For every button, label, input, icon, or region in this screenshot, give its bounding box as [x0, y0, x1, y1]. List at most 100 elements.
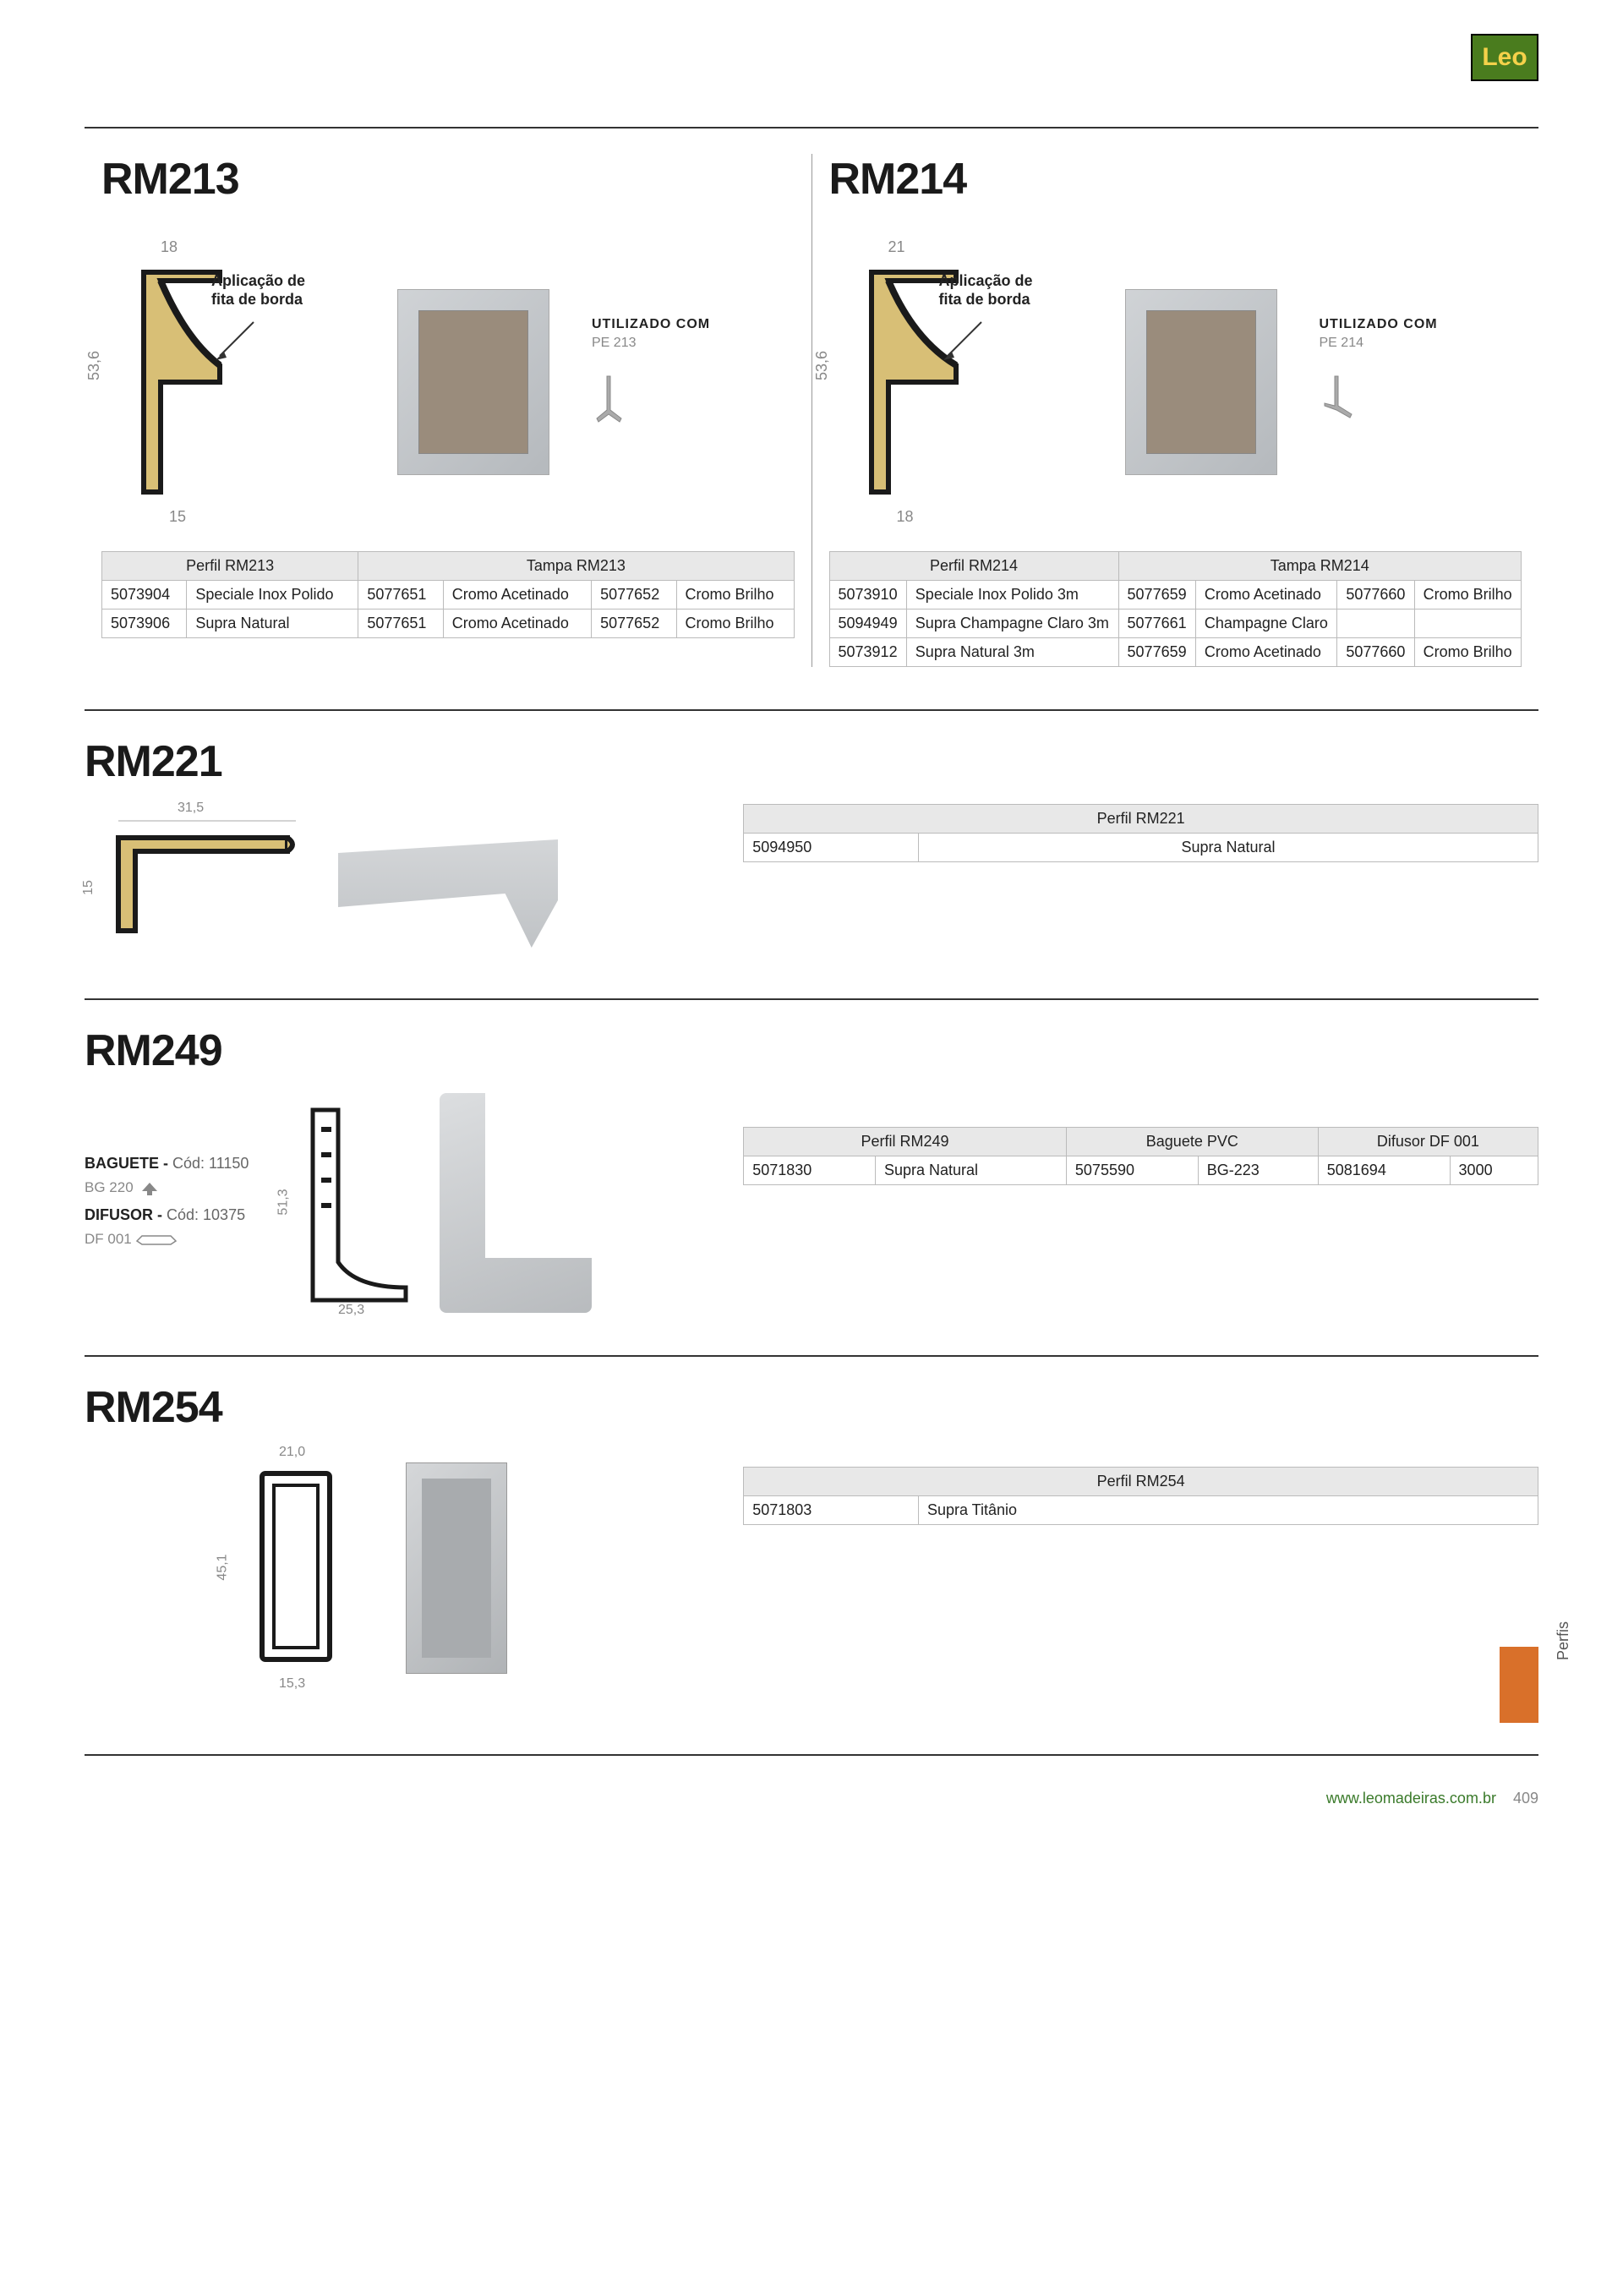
rm249-render	[440, 1093, 592, 1313]
rm213-utilizado: UTILIZADO COM PE 213	[592, 317, 710, 448]
divider	[85, 709, 1538, 711]
rm249-difusor-label: DIFUSOR -	[85, 1206, 162, 1223]
rm213-th-perfil: Perfil RM213	[102, 552, 358, 581]
cell: Supra Natural 3m	[906, 638, 1118, 667]
bottom-rule	[85, 1754, 1538, 1756]
arrow-up-icon	[137, 1181, 162, 1196]
cell: 5073912	[829, 638, 906, 667]
rm249-tech-drawing: 51,3 25,3	[296, 1093, 423, 1313]
cell: 5071830	[744, 1156, 876, 1185]
rm213-ut-title: UTILIZADO COM	[592, 317, 710, 332]
rm249-difusor-sub: DF 001	[85, 1231, 270, 1248]
table-row: 5071803 Supra Titânio	[744, 1496, 1538, 1525]
brand-logo: Leo	[1471, 34, 1538, 81]
cell: 5077652	[592, 581, 676, 610]
cell: Supra Champagne Claro 3m	[906, 610, 1118, 638]
rm213-tech-drawing: 18 53,6 15 Aplicação de fita de borda	[101, 238, 287, 526]
cell: 5077651	[358, 581, 443, 610]
rm254-right: Perfil RM254 5071803 Supra Titânio	[743, 1382, 1538, 1686]
cell: 5077651	[358, 610, 443, 638]
rm249-svg	[296, 1093, 423, 1313]
rm214-utilizado: UTILIZADO COM PE 214	[1320, 317, 1438, 448]
rm213-table: Perfil RM213 Tampa RM213 5073904 Special…	[101, 551, 795, 638]
rm221-dim-top: 31,5	[178, 801, 204, 816]
section-rm254: RM254 21,0 45,1 15,3 Perfil RM254 507180…	[85, 1382, 1538, 1686]
cell: Supra Natural	[876, 1156, 1067, 1185]
cell: 5077652	[592, 610, 676, 638]
rm214-dim-bottom: 18	[897, 508, 914, 526]
cell: Cromo Acetinado	[1195, 581, 1337, 610]
cell: Cromo Acetinado	[443, 581, 591, 610]
table-row: 5071830 Supra Natural 5075590 BG-223 508…	[744, 1156, 1538, 1185]
rm221-left: RM221 31,5 15	[85, 736, 709, 956]
cell: Speciale Inox Polido	[187, 581, 358, 610]
cell: 5073904	[102, 581, 187, 610]
arrow-icon	[939, 314, 990, 364]
cell: Cromo Brilho	[1414, 638, 1521, 667]
rm214-diagram: 21 53,6 18 Aplicação de fita de borda	[829, 221, 1522, 543]
rm249-accessories: BAGUETE - Cód: 11150 BG 220 DIFUSOR - Có…	[85, 1148, 270, 1258]
rm213-th-tampa: Tampa RM213	[358, 552, 794, 581]
rm213-dim-bottom: 15	[169, 508, 186, 526]
top-rule	[85, 127, 1538, 128]
cell: 5073906	[102, 610, 187, 638]
rm254-dim-bottom: 15,3	[279, 1676, 305, 1692]
cell: 5077659	[1118, 581, 1195, 610]
rm213-render	[397, 289, 549, 475]
cell: Speciale Inox Polido 3m	[906, 581, 1118, 610]
difusor-shape-icon	[135, 1234, 178, 1246]
col-rm213: RM213 18 53,6 15 Aplicação de fita de bo…	[85, 154, 812, 667]
table-row: 5073904 Speciale Inox Polido 5077651 Cro…	[102, 581, 795, 610]
cell: 5081694	[1318, 1156, 1450, 1185]
rm249-drawings: 51,3 25,3	[296, 1093, 592, 1313]
rm213-diagram: 18 53,6 15 Aplicação de fita de borda	[101, 221, 795, 543]
rm249-th-difusor: Difusor DF 001	[1318, 1128, 1538, 1156]
table-row: 5073910 Speciale Inox Polido 3m 5077659 …	[829, 581, 1522, 610]
rm249-title: RM249	[85, 1025, 709, 1076]
cell: Cromo Brilho	[676, 581, 794, 610]
rm249-dim-bottom: 25,3	[338, 1303, 364, 1318]
cell: 5094950	[744, 834, 919, 862]
rm221-title: RM221	[85, 736, 709, 787]
cell: 5073910	[829, 581, 906, 610]
cell: 5075590	[1066, 1156, 1198, 1185]
rm214-tech-drawing: 21 53,6 18 Aplicação de fita de borda	[829, 238, 1015, 526]
table-row: 5073906 Supra Natural 5077651 Cromo Acet…	[102, 610, 795, 638]
arrow-icon	[211, 314, 262, 364]
rm254-render	[406, 1462, 507, 1674]
cell: 5077661	[1118, 610, 1195, 638]
side-tab	[1500, 1647, 1538, 1723]
rm214-th-perfil: Perfil RM214	[829, 552, 1118, 581]
rm254-tech-drawing: 21,0 45,1 15,3	[237, 1450, 363, 1686]
cell: Supra Natural	[918, 834, 1538, 862]
rm249-baguete-label: BAGUETE -	[85, 1155, 168, 1172]
cell: Cromo Brilho	[1414, 581, 1521, 610]
cell: 5071803	[744, 1496, 919, 1525]
rm213-note-text: Aplicação de fita de borda	[211, 272, 330, 309]
rm249-th-baguete: Baguete PVC	[1066, 1128, 1318, 1156]
rm254-dim-left: 45,1	[216, 1554, 231, 1580]
rm249-right: Perfil RM249 Baguete PVC Difusor DF 001 …	[743, 1025, 1538, 1313]
rm249-table: Perfil RM249 Baguete PVC Difusor DF 001 …	[743, 1127, 1538, 1185]
rm214-title: RM214	[829, 154, 1522, 205]
col-rm214: RM214 21 53,6 18 Aplicação de fita de bo…	[812, 154, 1539, 667]
cell: Cromo Acetinado	[1195, 638, 1337, 667]
table-row: 5073912 Supra Natural 3m 5077659 Cromo A…	[829, 638, 1522, 667]
rm249-baguete: BAGUETE - Cód: 11150	[85, 1155, 270, 1173]
rm213-dim-left: 53,6	[85, 351, 103, 380]
cell: 3000	[1450, 1156, 1538, 1185]
rm214-render	[1125, 289, 1277, 475]
footer-url: www.leomadeiras.com.br	[1326, 1790, 1496, 1807]
rm213-title: RM213	[101, 154, 795, 205]
rm214-ut-code: PE 214	[1320, 336, 1438, 351]
cell: 5094949	[829, 610, 906, 638]
section-rm221: RM221 31,5 15 Perfil RM221 5094950 Supra…	[85, 736, 1538, 956]
row-rm213-rm214: RM213 18 53,6 15 Aplicação de fita de bo…	[85, 154, 1538, 667]
rm249-baguete-sub: BG 220	[85, 1179, 270, 1196]
rm221-dim-left: 15	[81, 880, 96, 895]
rm221-table: Perfil RM221 5094950 Supra Natural	[743, 804, 1538, 862]
rm214-table: Perfil RM214 Tampa RM214 5073910 Special…	[829, 551, 1522, 667]
rm254-svg	[237, 1450, 363, 1686]
rm213-dim-top: 18	[161, 238, 178, 256]
rm213-ut-code: PE 213	[592, 336, 710, 351]
